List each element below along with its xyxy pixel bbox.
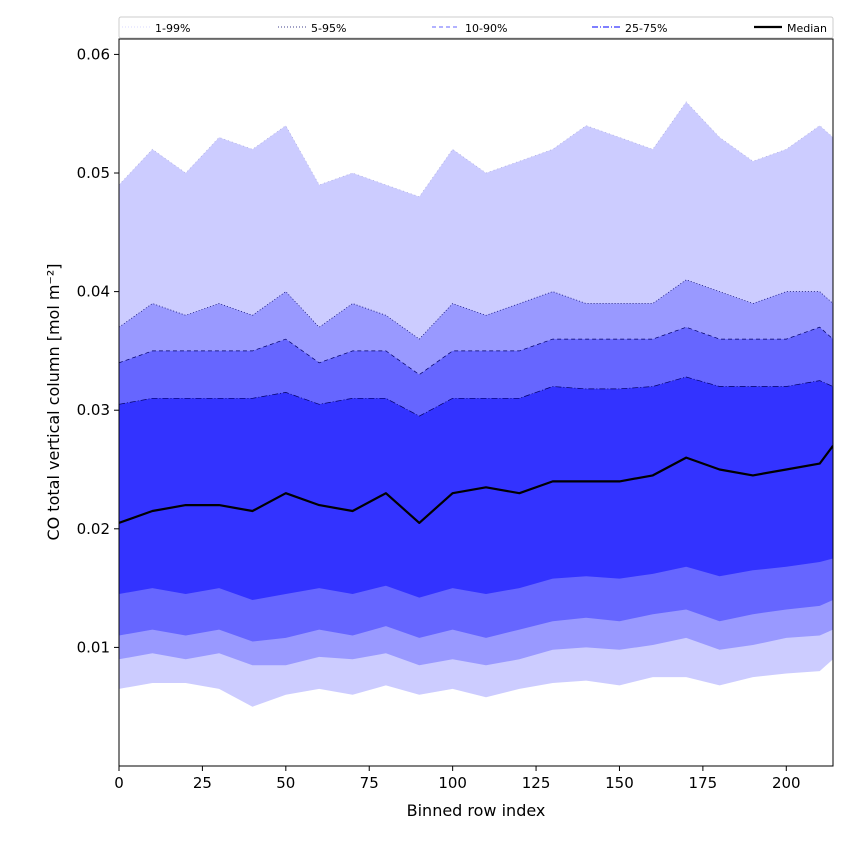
- percentile-bands: [119, 101, 833, 707]
- x-tick-label: 25: [193, 774, 212, 792]
- legend-label: 5-95%: [311, 22, 346, 35]
- legend-label: 25-75%: [625, 22, 667, 35]
- legend-label: Median: [787, 22, 827, 35]
- y-tick-label: 0.03: [77, 401, 110, 419]
- x-tick-label: 100: [438, 774, 467, 792]
- plot-frame: [118, 38, 834, 767]
- x-tick-label: 50: [276, 774, 295, 792]
- y-tick-label: 0.06: [77, 45, 110, 63]
- y-axis: 0.01 0.02 0.03 0.04 0.05 0.06: [77, 45, 119, 656]
- x-tick-label: 0: [114, 774, 124, 792]
- x-tick-label: 175: [689, 774, 718, 792]
- band-upper-edge-25-75%: [119, 376, 833, 417]
- band-upper-edge-1-99%: [119, 101, 833, 198]
- y-tick-label: 0.02: [77, 520, 110, 538]
- legend-frame: [118, 16, 834, 39]
- y-axis-label: CO total vertical column [mol m⁻²]: [44, 263, 63, 540]
- x-axis-label: Binned row index: [407, 801, 546, 820]
- x-tick-label: 150: [605, 774, 634, 792]
- x-tick-label: 200: [772, 774, 801, 792]
- x-tick-label: 125: [522, 774, 551, 792]
- legend: 1-99% 5-95% 10-90% 25-75% Median: [118, 16, 834, 39]
- y-tick-label: 0.04: [77, 283, 110, 301]
- y-tick-label: 0.01: [77, 638, 110, 656]
- series-line-Median: [119, 445, 833, 525]
- legend-label: 10-90%: [465, 22, 507, 35]
- band-upper-edge-5-95%: [119, 279, 833, 340]
- band-upper-edge-10-90%: [119, 326, 833, 376]
- x-axis: 0 25 50 75 100 125 150 175 200: [114, 766, 801, 792]
- y-tick-label: 0.05: [77, 164, 110, 182]
- x-tick-label: 75: [360, 774, 379, 792]
- median-series: [119, 445, 833, 525]
- legend-label: 1-99%: [155, 22, 190, 35]
